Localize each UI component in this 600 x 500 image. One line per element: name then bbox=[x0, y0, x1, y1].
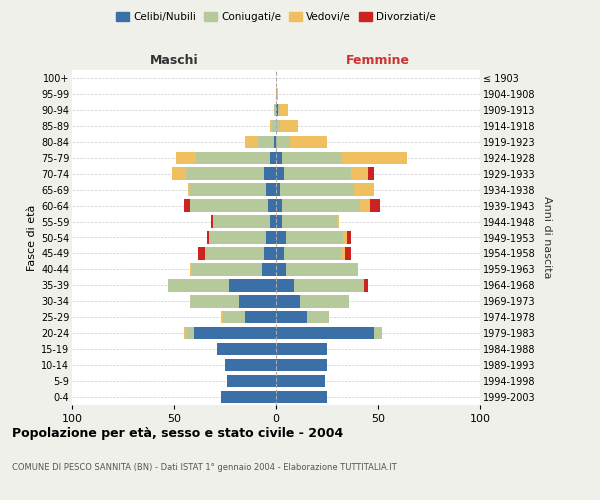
Text: Femmine: Femmine bbox=[346, 54, 410, 67]
Bar bbox=[276, 343, 327, 355]
Bar bbox=[341, 152, 407, 164]
Bar bbox=[282, 216, 337, 228]
Bar bbox=[276, 152, 282, 164]
Legend: Celibi/Nubili, Coniugati/e, Vedovi/e, Divorziati/e: Celibi/Nubili, Coniugati/e, Vedovi/e, Di… bbox=[112, 8, 440, 26]
Bar bbox=[257, 136, 274, 148]
Bar bbox=[276, 295, 301, 308]
Bar bbox=[190, 184, 266, 196]
Bar bbox=[359, 200, 370, 212]
Bar bbox=[209, 232, 266, 243]
Bar bbox=[276, 391, 327, 403]
Bar bbox=[274, 136, 276, 148]
Bar bbox=[245, 136, 257, 148]
Text: Popolazione per età, sesso e stato civile - 2004: Popolazione per età, sesso e stato civil… bbox=[12, 428, 343, 440]
Bar bbox=[227, 375, 276, 388]
Bar bbox=[276, 263, 286, 276]
Bar bbox=[352, 168, 368, 180]
Bar bbox=[190, 200, 268, 212]
Bar bbox=[346, 247, 352, 260]
Bar bbox=[193, 263, 262, 276]
Bar bbox=[341, 247, 346, 260]
Bar bbox=[276, 136, 290, 148]
Bar bbox=[276, 359, 327, 372]
Bar bbox=[264, 168, 276, 180]
Bar bbox=[172, 168, 186, 180]
Bar bbox=[343, 232, 347, 243]
Bar bbox=[225, 359, 276, 372]
Bar bbox=[280, 184, 353, 196]
Bar bbox=[221, 311, 223, 324]
Bar bbox=[284, 247, 341, 260]
Bar bbox=[276, 279, 295, 291]
Bar bbox=[229, 279, 276, 291]
Bar bbox=[295, 279, 364, 291]
Bar bbox=[205, 247, 264, 260]
Bar bbox=[276, 104, 278, 116]
Bar bbox=[221, 391, 276, 403]
Bar bbox=[199, 247, 205, 260]
Bar bbox=[276, 375, 325, 388]
Bar bbox=[282, 152, 341, 164]
Bar bbox=[276, 327, 374, 340]
Bar bbox=[276, 88, 278, 100]
Bar bbox=[278, 104, 280, 116]
Bar bbox=[213, 216, 270, 228]
Bar bbox=[284, 168, 352, 180]
Bar bbox=[368, 168, 374, 180]
Bar bbox=[206, 232, 209, 243]
Bar bbox=[266, 184, 276, 196]
Bar bbox=[196, 152, 270, 164]
Bar bbox=[307, 311, 329, 324]
Bar bbox=[194, 327, 276, 340]
Bar bbox=[274, 104, 276, 116]
Bar bbox=[282, 200, 359, 212]
Bar bbox=[190, 295, 239, 308]
Bar bbox=[217, 343, 276, 355]
Bar bbox=[276, 168, 284, 180]
Bar bbox=[276, 232, 286, 243]
Bar bbox=[211, 216, 213, 228]
Bar bbox=[353, 184, 374, 196]
Bar bbox=[276, 200, 282, 212]
Y-axis label: Fasce di età: Fasce di età bbox=[26, 204, 37, 270]
Bar bbox=[272, 120, 276, 132]
Bar bbox=[276, 184, 280, 196]
Bar bbox=[280, 104, 288, 116]
Bar bbox=[276, 311, 307, 324]
Bar bbox=[280, 120, 298, 132]
Bar bbox=[337, 216, 339, 228]
Bar bbox=[190, 263, 193, 276]
Bar bbox=[262, 263, 276, 276]
Bar bbox=[347, 232, 352, 243]
Text: COMUNE DI PESCO SANNITA (BN) - Dati ISTAT 1° gennaio 2004 - Elaborazione TUTTITA: COMUNE DI PESCO SANNITA (BN) - Dati ISTA… bbox=[12, 462, 397, 471]
Bar bbox=[245, 311, 276, 324]
Y-axis label: Anni di nascita: Anni di nascita bbox=[542, 196, 552, 279]
Bar bbox=[290, 136, 327, 148]
Bar bbox=[266, 232, 276, 243]
Text: Maschi: Maschi bbox=[149, 54, 199, 67]
Bar bbox=[176, 152, 196, 164]
Bar bbox=[239, 295, 276, 308]
Bar bbox=[264, 247, 276, 260]
Bar bbox=[223, 311, 245, 324]
Bar bbox=[286, 232, 343, 243]
Bar bbox=[268, 200, 276, 212]
Bar bbox=[276, 216, 282, 228]
Bar bbox=[276, 120, 280, 132]
Bar bbox=[188, 184, 190, 196]
Bar bbox=[270, 152, 276, 164]
Bar bbox=[184, 327, 186, 340]
Bar bbox=[286, 263, 358, 276]
Bar bbox=[186, 168, 264, 180]
Bar bbox=[364, 279, 368, 291]
Bar bbox=[374, 327, 382, 340]
Bar bbox=[301, 295, 349, 308]
Bar bbox=[270, 120, 272, 132]
Bar bbox=[184, 200, 190, 212]
Bar bbox=[168, 279, 229, 291]
Bar bbox=[276, 247, 284, 260]
Bar bbox=[186, 327, 194, 340]
Bar bbox=[370, 200, 380, 212]
Bar bbox=[270, 216, 276, 228]
